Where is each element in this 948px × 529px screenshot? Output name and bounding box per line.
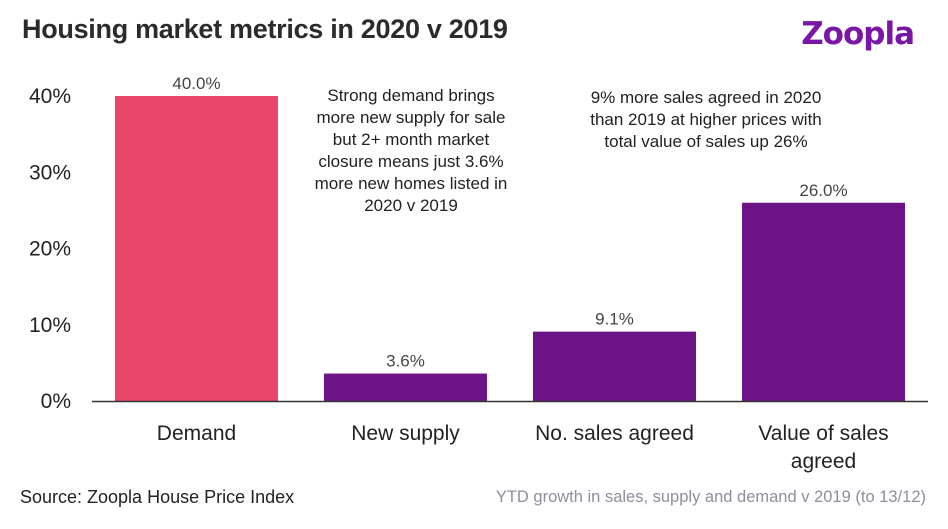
x-tick-label: Value of sales — [758, 422, 888, 445]
x-tick-label: Demand — [157, 422, 236, 445]
bar — [115, 96, 278, 401]
annotation-new-supply: Strong demand brings more new supply for… — [314, 86, 508, 215]
bar — [324, 373, 487, 401]
zoopla-logo: Zoopla — [801, 16, 915, 52]
y-tick-label: 10% — [29, 314, 71, 337]
chart-subtitle-note: YTD growth in sales, supply and demand v… — [495, 488, 926, 506]
x-tick-label: No. sales agreed — [535, 422, 694, 445]
data-label: 3.6% — [386, 352, 425, 371]
y-tick-label: 40% — [29, 85, 71, 108]
data-label: 40.0% — [172, 74, 220, 93]
bar — [742, 202, 905, 401]
y-tick-label: 0% — [41, 390, 71, 413]
y-tick-label: 20% — [29, 238, 71, 261]
data-label: 9.1% — [595, 310, 634, 329]
x-tick-label: agreed — [791, 450, 856, 473]
data-label: 26.0% — [799, 181, 847, 200]
y-tick-label: 30% — [29, 161, 71, 184]
source-note: Source: Zoopla House Price Index — [20, 487, 295, 507]
chart-title: Housing market metrics in 2020 v 2019 — [22, 14, 508, 44]
bar — [533, 331, 696, 401]
x-tick-label: New supply — [351, 422, 460, 445]
annotation-sales: 9% more sales agreed in 2020 than 2019 a… — [590, 88, 822, 151]
